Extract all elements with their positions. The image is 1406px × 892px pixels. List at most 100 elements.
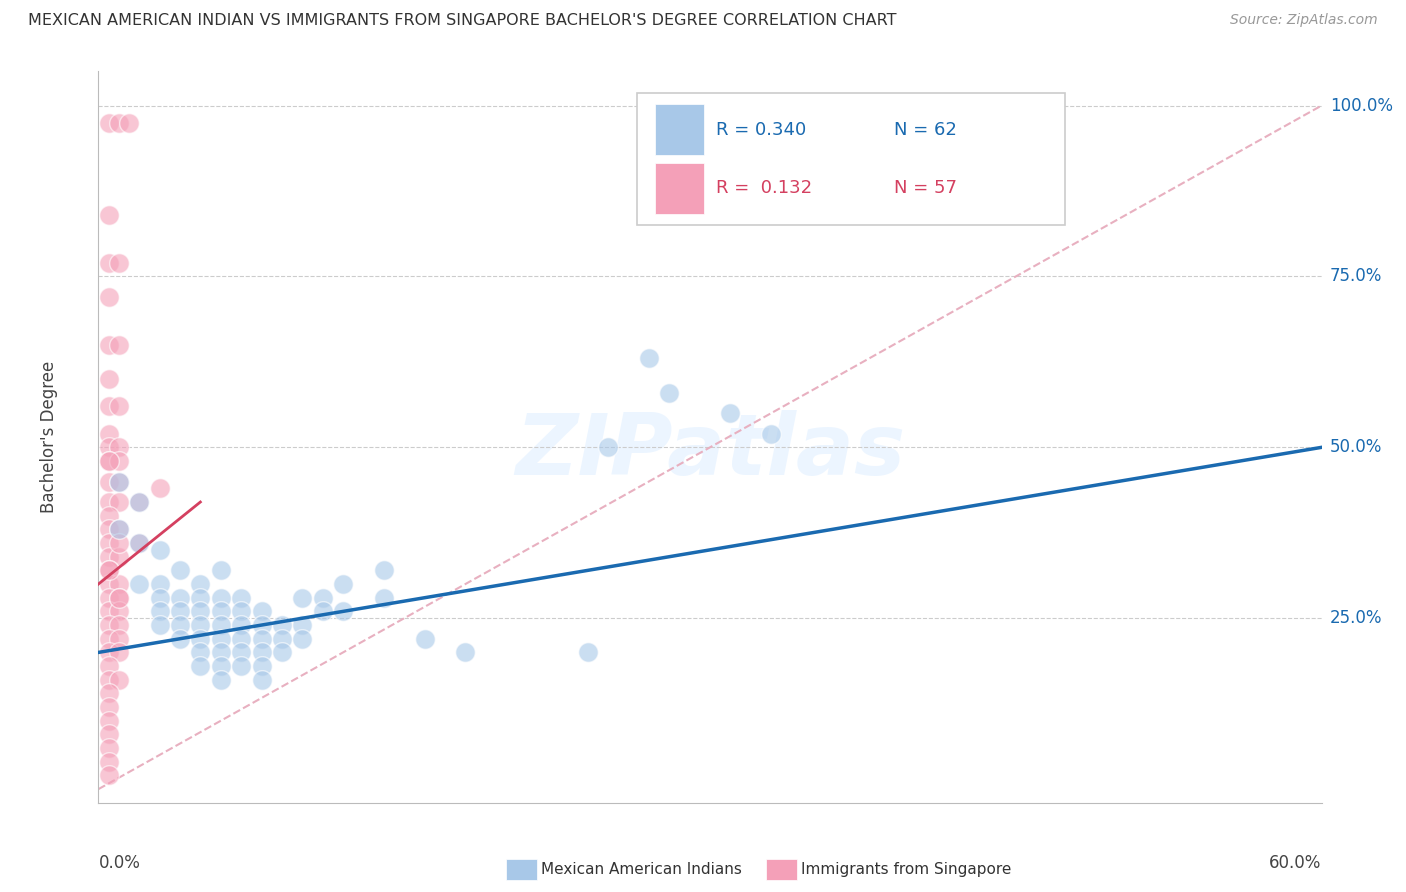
Point	[97, 563, 120, 577]
Point	[97, 426, 120, 441]
Point	[231, 632, 253, 646]
Point	[97, 454, 120, 468]
Point	[128, 536, 150, 550]
Point	[332, 604, 354, 618]
Text: 100.0%: 100.0%	[1330, 96, 1393, 114]
Point	[149, 481, 172, 495]
Point	[373, 563, 395, 577]
Point	[312, 604, 335, 618]
Point	[97, 475, 120, 489]
Point	[231, 659, 253, 673]
Point	[209, 645, 232, 659]
Point	[718, 406, 742, 420]
Text: R =  0.132: R = 0.132	[716, 179, 813, 197]
Point	[97, 618, 120, 632]
Point	[108, 591, 131, 605]
Point	[97, 700, 120, 714]
Point	[108, 256, 131, 270]
Point	[97, 440, 120, 454]
Text: Source: ZipAtlas.com: Source: ZipAtlas.com	[1230, 13, 1378, 28]
Point	[108, 632, 131, 646]
Point	[97, 508, 120, 523]
Point	[128, 577, 150, 591]
Point	[97, 290, 120, 304]
Point	[97, 549, 120, 564]
Point	[637, 351, 661, 366]
Text: Bachelor's Degree: Bachelor's Degree	[41, 361, 59, 513]
Text: R = 0.340: R = 0.340	[716, 121, 807, 139]
Point	[97, 256, 120, 270]
Point	[188, 577, 212, 591]
Point	[188, 632, 212, 646]
Point	[291, 632, 314, 646]
Point	[250, 645, 273, 659]
Point	[97, 741, 120, 756]
Point	[108, 618, 131, 632]
Point	[118, 115, 141, 129]
Text: 25.0%: 25.0%	[1330, 609, 1382, 627]
Point	[761, 426, 783, 441]
Point	[188, 645, 212, 659]
Point	[108, 536, 131, 550]
Text: ZIPatlas: ZIPatlas	[515, 410, 905, 493]
Point	[97, 632, 120, 646]
Point	[97, 536, 120, 550]
Point	[97, 673, 120, 687]
Point	[332, 577, 354, 591]
Text: 50.0%: 50.0%	[1330, 438, 1382, 457]
Point	[250, 659, 273, 673]
Point	[231, 618, 253, 632]
Point	[97, 659, 120, 673]
Point	[149, 591, 172, 605]
Point	[108, 549, 131, 564]
Point	[250, 604, 273, 618]
Point	[97, 115, 120, 129]
Point	[97, 563, 120, 577]
Text: N = 62: N = 62	[894, 121, 956, 139]
Point	[373, 591, 395, 605]
Point	[108, 522, 131, 536]
Point	[188, 604, 212, 618]
FancyBboxPatch shape	[637, 94, 1064, 225]
FancyBboxPatch shape	[655, 162, 704, 214]
Point	[188, 618, 212, 632]
Point	[97, 591, 120, 605]
Point	[291, 618, 314, 632]
Point	[291, 591, 314, 605]
Point	[128, 536, 150, 550]
Point	[108, 338, 131, 352]
Point	[108, 495, 131, 509]
Point	[209, 673, 232, 687]
Point	[97, 577, 120, 591]
Text: Mexican American Indians: Mexican American Indians	[541, 863, 742, 877]
Text: 0.0%: 0.0%	[98, 854, 141, 872]
Point	[169, 632, 191, 646]
Point	[108, 440, 131, 454]
Text: 60.0%: 60.0%	[1270, 854, 1322, 872]
Point	[108, 577, 131, 591]
Point	[270, 632, 294, 646]
Text: Immigrants from Singapore: Immigrants from Singapore	[801, 863, 1012, 877]
Point	[270, 645, 294, 659]
Point	[231, 604, 253, 618]
Point	[97, 454, 120, 468]
Point	[231, 591, 253, 605]
Point	[413, 632, 436, 646]
Point	[108, 522, 131, 536]
Text: N = 57: N = 57	[894, 179, 956, 197]
Point	[97, 686, 120, 700]
Point	[97, 338, 120, 352]
Point	[658, 385, 681, 400]
Point	[97, 645, 120, 659]
Point	[108, 475, 131, 489]
Point	[97, 768, 120, 782]
Point	[169, 618, 191, 632]
FancyBboxPatch shape	[655, 104, 704, 155]
Point	[149, 618, 172, 632]
Point	[97, 400, 120, 414]
Point	[209, 659, 232, 673]
Point	[209, 618, 232, 632]
Point	[97, 372, 120, 386]
Point	[598, 440, 620, 454]
Point	[454, 645, 477, 659]
